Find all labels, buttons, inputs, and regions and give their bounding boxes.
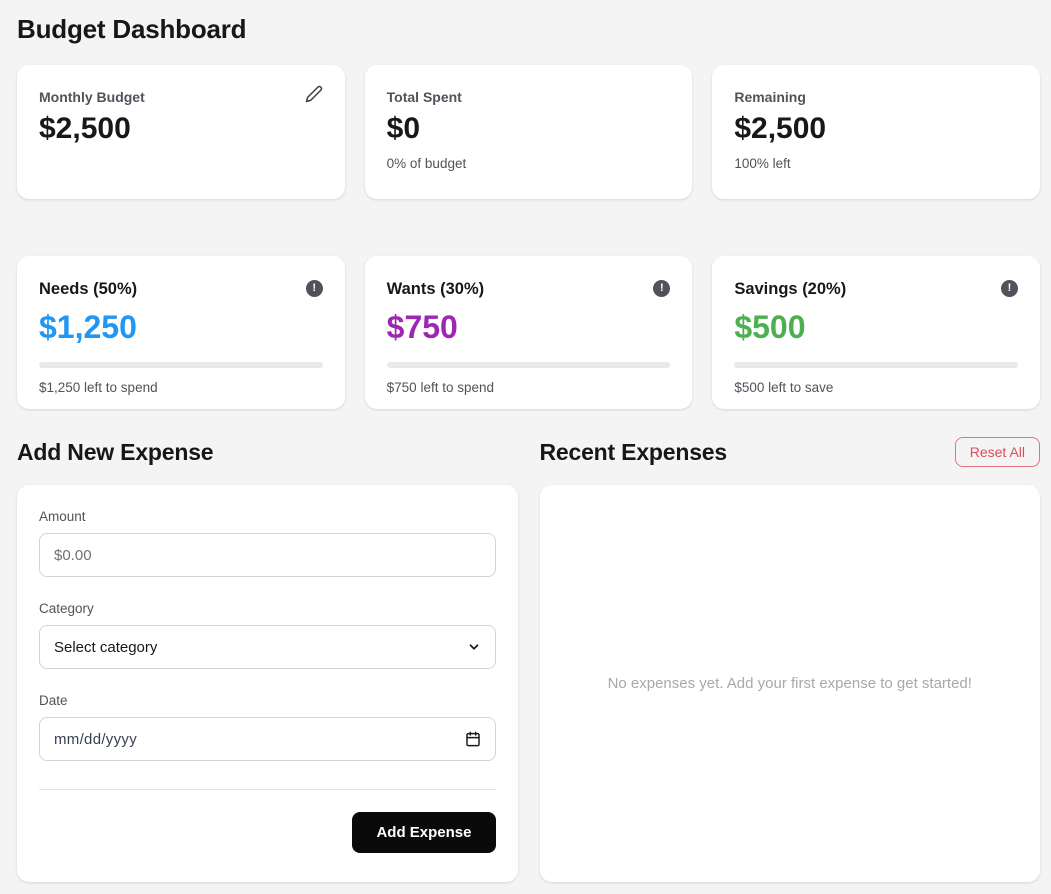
savings-label: Savings (20%) <box>734 280 847 298</box>
form-divider <box>39 789 496 790</box>
edit-budget-button[interactable] <box>305 85 323 103</box>
chevron-down-icon <box>467 640 481 654</box>
alert-circle-icon: ! <box>659 282 664 294</box>
wants-value: $750 <box>386 309 458 345</box>
monthly-budget-card: Monthly Budget $2,500 <box>17 65 345 199</box>
page-title: Budget Dashboard <box>17 14 247 44</box>
empty-expenses-message: No expenses yet. Add your first expense … <box>607 675 972 692</box>
remaining-label: Remaining <box>734 89 806 105</box>
monthly-budget-label: Monthly Budget <box>39 89 145 105</box>
savings-value: $500 <box>734 309 806 345</box>
amount-input[interactable] <box>39 533 496 577</box>
needs-progress-bar <box>39 362 323 368</box>
summary-cards-row: Monthly Budget $2,500 Total Spent $0 0% … <box>17 65 1040 199</box>
category-select[interactable]: Select category <box>39 625 496 669</box>
needs-value: $1,250 <box>39 309 137 345</box>
pencil-icon <box>305 85 323 103</box>
category-label: Category <box>39 601 94 616</box>
savings-card: Savings (20%) ! $500 $500 left to save <box>712 256 1040 409</box>
add-expense-column: Add New Expense Amount Category Select c… <box>17 437 518 882</box>
wants-info-button[interactable]: ! <box>653 280 671 297</box>
category-cards-row: Needs (50%) ! $1,250 $1,250 left to spen… <box>17 256 1040 409</box>
total-spent-value: $0 <box>386 112 421 145</box>
remaining-value: $2,500 <box>734 112 827 145</box>
wants-subtext: $750 left to spend <box>386 380 494 395</box>
savings-subtext: $500 left to save <box>734 380 834 395</box>
alert-circle-icon: ! <box>312 282 316 294</box>
calendar-icon[interactable] <box>465 731 481 747</box>
add-expense-button[interactable]: Add Expense <box>352 812 496 853</box>
remaining-subtext: 100% left <box>734 156 791 171</box>
total-spent-subtext: 0% of budget <box>386 156 467 171</box>
wants-card: Wants (30%) ! $750 $750 left to spend <box>364 256 693 409</box>
date-input[interactable]: mm/dd/yyyy <box>39 717 496 761</box>
reset-all-button[interactable]: Reset All <box>954 437 1040 467</box>
total-spent-card: Total Spent $0 0% of budget <box>364 65 693 199</box>
amount-label: Amount <box>39 509 86 524</box>
alert-circle-icon: ! <box>1007 282 1012 294</box>
add-expense-heading: Add New Expense <box>17 438 214 465</box>
remaining-card: Remaining $2,500 100% left <box>712 65 1040 199</box>
needs-card: Needs (50%) ! $1,250 $1,250 left to spen… <box>17 256 345 409</box>
recent-expenses-list: No expenses yet. Add your first expense … <box>539 485 1040 882</box>
savings-progress-bar <box>734 362 1018 368</box>
savings-info-button[interactable]: ! <box>1000 280 1018 297</box>
needs-info-button[interactable]: ! <box>305 280 323 297</box>
date-placeholder: mm/dd/yyyy <box>54 730 138 748</box>
category-selected-value: Select category <box>54 638 158 656</box>
date-label: Date <box>39 693 68 708</box>
needs-subtext: $1,250 left to spend <box>39 380 158 395</box>
wants-label: Wants (30%) <box>386 280 485 298</box>
recent-expenses-column: Recent Expenses Reset All No expenses ye… <box>539 437 1040 882</box>
recent-expenses-heading: Recent Expenses <box>539 438 728 465</box>
monthly-budget-value: $2,500 <box>39 112 131 145</box>
total-spent-label: Total Spent <box>386 89 462 105</box>
needs-label: Needs (50%) <box>39 280 138 298</box>
wants-progress-bar <box>386 362 671 368</box>
add-expense-form: Amount Category Select category Date <box>17 485 518 882</box>
bottom-section: Add New Expense Amount Category Select c… <box>17 437 1040 882</box>
